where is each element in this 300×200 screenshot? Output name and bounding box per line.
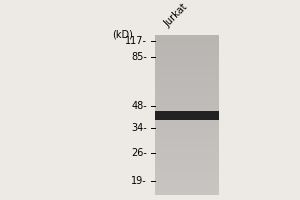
- Bar: [154, 173, 219, 175]
- Bar: [154, 193, 219, 195]
- Bar: [154, 105, 219, 107]
- Bar: [154, 85, 219, 87]
- Bar: [154, 113, 219, 115]
- Bar: [154, 57, 219, 59]
- Text: 19-: 19-: [131, 176, 147, 186]
- Bar: [154, 83, 219, 85]
- Bar: [154, 89, 219, 91]
- Bar: [154, 145, 219, 147]
- Bar: [154, 151, 219, 153]
- Bar: [154, 79, 219, 81]
- Bar: [154, 117, 219, 119]
- Bar: [154, 147, 219, 149]
- Bar: [154, 149, 219, 151]
- Bar: [154, 63, 219, 65]
- Text: Jurkat: Jurkat: [162, 1, 190, 29]
- Bar: [154, 69, 219, 71]
- Bar: [154, 143, 219, 145]
- Bar: [154, 107, 219, 109]
- Bar: [154, 43, 219, 45]
- Bar: [154, 111, 219, 120]
- Bar: [154, 187, 219, 189]
- Text: 48-: 48-: [131, 101, 147, 111]
- Bar: [154, 141, 219, 143]
- Bar: [154, 171, 219, 173]
- Bar: [154, 97, 219, 99]
- Bar: [154, 93, 219, 95]
- Bar: [154, 115, 219, 117]
- Bar: [154, 45, 219, 47]
- Bar: [154, 47, 219, 49]
- Bar: [154, 61, 219, 63]
- Bar: [154, 161, 219, 163]
- Bar: [154, 155, 219, 157]
- Bar: [154, 71, 219, 73]
- Bar: [154, 137, 219, 139]
- Bar: [154, 59, 219, 61]
- Bar: [154, 165, 219, 167]
- Bar: [154, 157, 219, 159]
- Bar: [154, 37, 219, 39]
- Bar: [154, 39, 219, 41]
- Bar: [154, 109, 219, 111]
- Bar: [154, 135, 219, 137]
- Bar: [154, 159, 219, 161]
- Bar: [154, 183, 219, 185]
- Bar: [154, 131, 219, 133]
- Text: 26-: 26-: [131, 148, 147, 158]
- Text: (kD): (kD): [112, 30, 134, 40]
- Bar: [154, 153, 219, 155]
- Bar: [154, 99, 219, 101]
- Bar: [154, 81, 219, 83]
- Bar: [154, 127, 219, 129]
- Bar: [154, 73, 219, 75]
- Bar: [154, 167, 219, 169]
- Bar: [154, 119, 219, 121]
- Bar: [154, 101, 219, 103]
- Text: 34-: 34-: [131, 123, 147, 133]
- Bar: [154, 185, 219, 187]
- Bar: [154, 51, 219, 53]
- Bar: [154, 91, 219, 93]
- Bar: [154, 65, 219, 67]
- Bar: [154, 163, 219, 165]
- Bar: [154, 111, 219, 113]
- Bar: [154, 49, 219, 51]
- Bar: [154, 181, 219, 183]
- Bar: [154, 133, 219, 135]
- Bar: [154, 55, 219, 57]
- Bar: [154, 121, 219, 123]
- Bar: [154, 125, 219, 127]
- Bar: [154, 103, 219, 105]
- Bar: [154, 123, 219, 125]
- Bar: [154, 87, 219, 89]
- Bar: [154, 67, 219, 69]
- Bar: [154, 175, 219, 177]
- Text: 85-: 85-: [131, 52, 147, 62]
- Bar: [154, 191, 219, 193]
- Bar: [154, 95, 219, 97]
- Bar: [154, 41, 219, 43]
- Bar: [154, 169, 219, 171]
- Bar: [154, 53, 219, 55]
- Bar: [154, 75, 219, 77]
- Bar: [154, 77, 219, 79]
- Text: 117-: 117-: [125, 36, 147, 46]
- Bar: [154, 35, 219, 37]
- Bar: [154, 129, 219, 131]
- Bar: [154, 139, 219, 141]
- Bar: [154, 189, 219, 191]
- Bar: [154, 179, 219, 181]
- Bar: [154, 177, 219, 179]
